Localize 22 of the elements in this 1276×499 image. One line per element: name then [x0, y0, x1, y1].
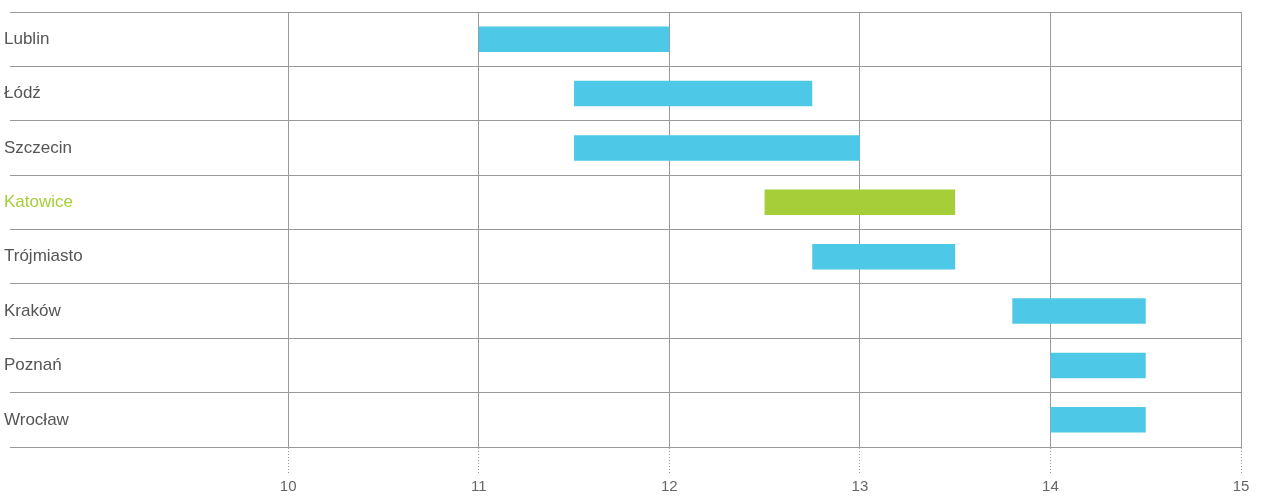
bar	[1050, 407, 1146, 433]
bar	[1050, 352, 1146, 379]
bar	[764, 189, 956, 216]
bar	[812, 243, 956, 270]
x-tick-label: 14	[1042, 477, 1059, 495]
x-tick-label: 13	[851, 477, 869, 495]
y-tick-label: Poznań	[4, 355, 62, 375]
bar	[574, 80, 813, 107]
y-tick-label: Wrocław	[4, 409, 70, 429]
bar	[574, 135, 860, 161]
x-tick-label: 15	[1232, 477, 1250, 495]
bar	[1012, 298, 1146, 324]
x-tick-label: 10	[279, 477, 297, 495]
y-tick-label: Łódź	[4, 83, 41, 103]
y-tick-label: Trójmiasto	[4, 246, 83, 266]
y-tick-label: Szczecin	[4, 137, 73, 157]
bar	[478, 26, 670, 52]
y-tick-label: Kraków	[4, 300, 62, 320]
y-tick-label: Lublin	[4, 28, 50, 48]
y-tick-label: Katowice	[4, 192, 73, 211]
x-tick-label: 12	[660, 477, 678, 495]
x-tick-label: 11	[470, 477, 487, 495]
